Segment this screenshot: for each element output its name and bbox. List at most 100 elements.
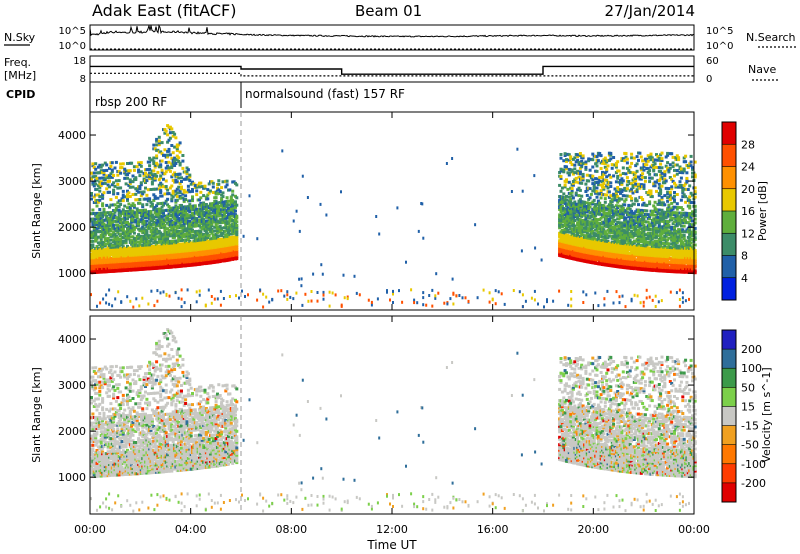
power-cell	[156, 202, 160, 206]
power-cell	[168, 125, 172, 129]
power-cell	[102, 170, 106, 174]
power-cell	[621, 212, 625, 216]
power-cell	[224, 224, 228, 228]
power-cell	[216, 229, 219, 233]
power-cell	[612, 214, 616, 218]
power-cell	[563, 222, 567, 226]
power-cell	[228, 228, 232, 232]
power-cell	[632, 256, 636, 260]
power-cell	[121, 195, 125, 199]
power-cell	[635, 188, 639, 192]
power-cell	[576, 223, 580, 227]
power-cell	[634, 177, 638, 180]
power-cell	[90, 192, 93, 195]
power-cell	[216, 236, 219, 240]
power-cell	[625, 166, 629, 170]
power-cell	[617, 169, 621, 173]
power-cell	[625, 183, 629, 187]
power-cell	[609, 153, 613, 157]
power-cell	[578, 170, 582, 174]
power-cell	[565, 194, 568, 198]
power-cell	[124, 232, 128, 236]
power-cell	[204, 208, 208, 212]
power-cell	[202, 221, 206, 225]
power-cell	[630, 182, 634, 186]
power-cell	[630, 265, 634, 268]
power-cell	[630, 204, 634, 208]
power-cell	[116, 182, 120, 186]
power-cell	[103, 213, 107, 217]
power-cell	[134, 176, 138, 180]
power-cell	[108, 176, 111, 180]
power-cell	[167, 166, 171, 170]
power-cell	[596, 181, 600, 185]
power-cell	[167, 230, 171, 234]
power-cell	[591, 178, 595, 182]
power-cell	[166, 236, 170, 240]
power-cell	[202, 223, 206, 227]
power-cell	[167, 221, 171, 225]
power-cell	[193, 206, 197, 210]
power-cell	[567, 173, 571, 177]
power-cell	[157, 240, 161, 244]
power-cell	[192, 182, 196, 186]
power-cell	[168, 249, 172, 253]
power-cell	[178, 150, 182, 154]
power-cell	[113, 208, 117, 212]
power-cell	[559, 223, 563, 226]
power-cell	[96, 241, 100, 245]
power-cell	[635, 190, 639, 194]
power-cell	[567, 171, 571, 175]
power-cell	[144, 197, 147, 201]
power-cell	[211, 181, 215, 185]
power-cell	[181, 218, 185, 222]
power-cell	[616, 241, 620, 245]
power-cell	[144, 186, 147, 190]
power-cell	[166, 203, 170, 207]
power-cell	[114, 179, 118, 183]
power-cell	[204, 238, 208, 241]
power-cell	[101, 246, 105, 250]
power-cell	[180, 203, 183, 207]
power-cell	[116, 223, 120, 227]
power-cell	[625, 194, 629, 198]
power-cell	[574, 213, 578, 217]
power-cell	[157, 178, 161, 182]
power-cell	[127, 250, 131, 254]
power-cell	[228, 223, 232, 227]
power-cell	[204, 254, 208, 258]
power-cell	[576, 234, 580, 238]
power-cell	[163, 131, 167, 135]
power-cell	[627, 215, 631, 218]
power-cell	[623, 210, 627, 214]
power-cell	[144, 236, 147, 240]
power-cell	[624, 188, 628, 192]
power-cell	[602, 222, 606, 226]
power-cell	[167, 160, 171, 164]
power-cell	[164, 185, 168, 188]
power-cell	[596, 177, 600, 181]
power-cell	[101, 226, 105, 230]
power-cell	[225, 216, 229, 220]
power-cell	[617, 217, 621, 221]
power-cell	[110, 222, 114, 225]
power-cell	[602, 220, 606, 224]
power-cell	[95, 176, 99, 180]
power-cell	[153, 233, 157, 237]
power-cell	[601, 235, 604, 239]
power-cell	[632, 202, 636, 206]
power-cell	[113, 214, 117, 218]
power-cell	[581, 218, 585, 222]
power-cell	[101, 163, 105, 167]
power-cell	[202, 212, 206, 216]
power-cell	[105, 174, 109, 178]
power-cell	[578, 153, 582, 157]
power-cell	[108, 244, 111, 248]
power-cell	[632, 180, 636, 184]
power-cell	[203, 184, 207, 188]
power-cell	[587, 203, 591, 207]
power-cell	[628, 170, 632, 174]
power-cell	[631, 178, 635, 182]
power-cell	[123, 256, 127, 260]
power-cell	[178, 172, 182, 176]
